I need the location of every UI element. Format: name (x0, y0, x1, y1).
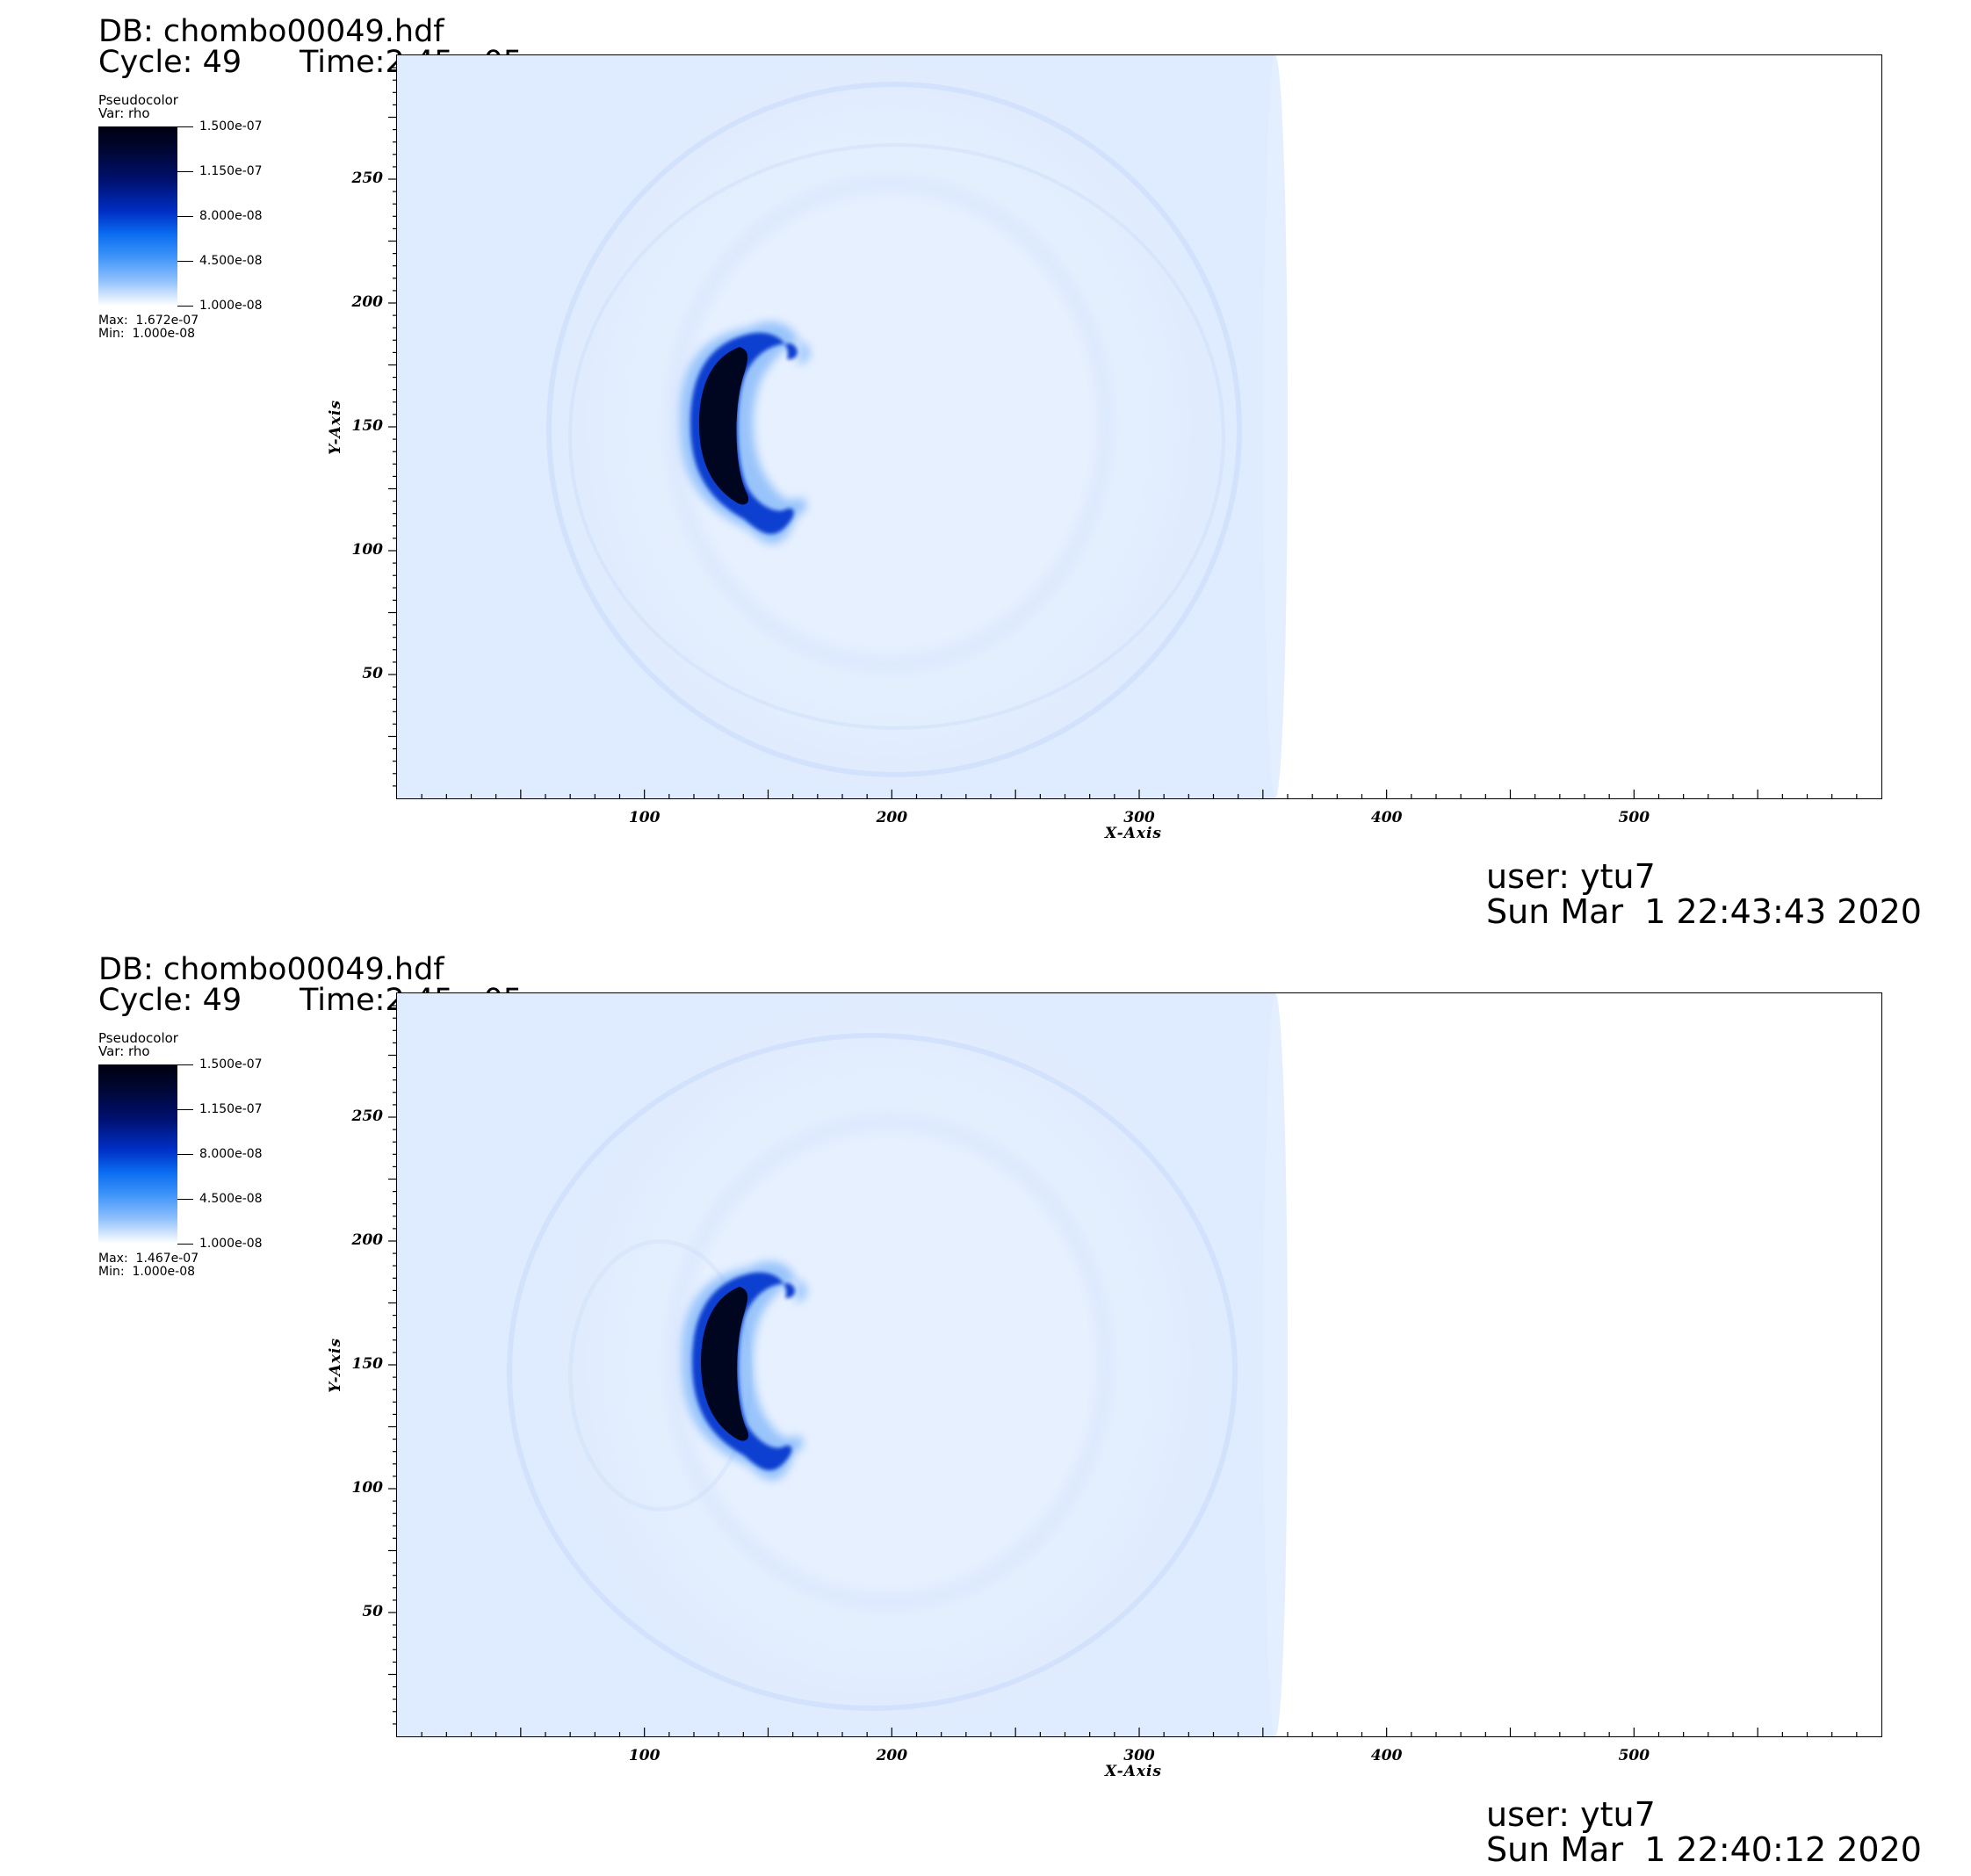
y-tick-label: 50 (362, 1603, 383, 1620)
colorbar-tick-label: 8.000e-08 (199, 209, 263, 223)
x-tick-label: 200 (876, 1747, 908, 1764)
colorbar-tick (177, 1154, 193, 1155)
x-tick-label: 100 (628, 1747, 661, 1764)
x-tick-label: 500 (1618, 809, 1650, 826)
y-tick-label: 200 (351, 1231, 384, 1249)
shock-ring (568, 143, 1225, 730)
colorbar-tick-label: 1.150e-07 (199, 164, 263, 178)
y-axis-label: Y-Axis (326, 1338, 344, 1393)
x-axis-label: X-Axis (1105, 825, 1162, 842)
database-label: DB: chombo00049.hdf (98, 952, 444, 987)
x-tick-label: 200 (876, 809, 908, 826)
user-label: user: ytu7 (1486, 1795, 1656, 1834)
dense-bow-structure (679, 321, 810, 545)
legend-min: Min: 1.000e-08 (98, 327, 196, 341)
legend-plot-type: Pseudocolor (98, 92, 178, 108)
shock-ring (546, 82, 1242, 777)
colorbar-tick (177, 261, 193, 262)
legend-plot-type: Pseudocolor (98, 1030, 178, 1046)
colorbar-tick-label: 4.500e-08 (199, 1192, 263, 1206)
y-tick-label: 250 (351, 1108, 384, 1125)
legend-max: Max: 1.672e-07 (98, 314, 199, 328)
colorbar-tick (177, 1199, 193, 1200)
legend-variable: Var: rho (98, 105, 150, 121)
x-tick-label: 400 (1370, 1747, 1403, 1764)
plot-area (396, 54, 1882, 799)
colorbar-tick-label: 1.000e-08 (199, 1237, 263, 1251)
x-tick-label: 300 (1123, 1747, 1155, 1764)
user-label: user: ytu7 (1486, 857, 1656, 896)
legend-min: Min: 1.000e-08 (98, 1265, 196, 1279)
colorbar-tick (177, 171, 193, 172)
colorbar-tick (177, 1064, 193, 1065)
colorbar-tick (177, 1109, 193, 1110)
x-tick-label: 400 (1370, 809, 1403, 826)
y-tick-label: 150 (351, 417, 384, 435)
x-tick-label: 300 (1123, 809, 1155, 826)
colorbar-tick-label: 1.500e-07 (199, 1057, 263, 1071)
plot-panel-2: DB: chombo00049.hdf Cycle: 49 Time:2.45e… (0, 938, 1971, 1876)
density-field (397, 55, 1288, 798)
colorbar-tick-label: 8.000e-08 (199, 1147, 263, 1161)
density-field (397, 993, 1288, 1736)
x-tick-label: 100 (628, 809, 661, 826)
colorbar (98, 126, 177, 306)
colorbar-tick-label: 1.150e-07 (199, 1102, 263, 1116)
y-tick-label: 150 (351, 1355, 384, 1373)
colorbar-tick (177, 1244, 193, 1245)
date-label: Sun Mar 1 22:43:43 2020 (1486, 892, 1922, 931)
cycle-label: Cycle: 49 (98, 45, 242, 80)
database-label: DB: chombo00049.hdf (98, 14, 444, 49)
colorbar-tick (177, 306, 193, 307)
legend-variable: Var: rho (98, 1043, 150, 1059)
shock-ring (507, 1033, 1238, 1711)
axes-overlay (388, 67, 1858, 798)
dense-bow-structure (681, 1261, 807, 1481)
cycle-label: Cycle: 49 (98, 983, 242, 1018)
y-tick-label: 100 (351, 1479, 384, 1497)
date-label: Sun Mar 1 22:40:12 2020 (1486, 1830, 1922, 1869)
y-tick-label: 100 (351, 541, 384, 559)
domain-edge (1263, 55, 1288, 798)
colorbar-tick-label: 1.500e-07 (199, 119, 263, 133)
colorbar (98, 1064, 177, 1244)
colorbar-tick-label: 1.000e-08 (199, 299, 263, 313)
colorbar-tick (177, 216, 193, 217)
plot-area (396, 992, 1882, 1737)
axes-overlay (388, 1005, 1858, 1736)
colorbar-tick (177, 126, 193, 127)
x-axis-label: X-Axis (1105, 1763, 1162, 1780)
y-tick-label: 50 (362, 665, 383, 682)
colorbar-tick-label: 4.500e-08 (199, 254, 263, 268)
y-axis-label: Y-Axis (326, 400, 344, 455)
legend-max: Max: 1.467e-07 (98, 1252, 199, 1266)
plot-panel-1: DB: chombo00049.hdf Cycle: 49 Time:2.45e… (98, 14, 1922, 931)
domain-edge (1263, 993, 1288, 1736)
y-tick-label: 250 (351, 170, 384, 187)
x-tick-label: 500 (1618, 1747, 1650, 1764)
y-tick-label: 200 (351, 293, 384, 311)
